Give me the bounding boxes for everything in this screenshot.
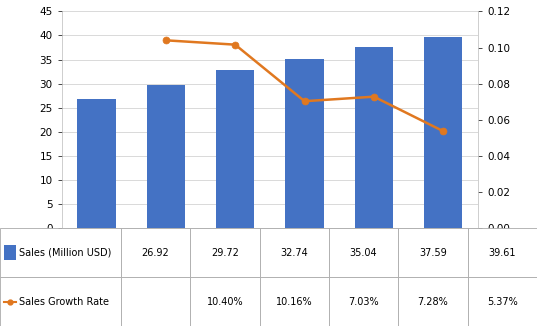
Bar: [468, 277, 537, 326]
Bar: [190, 277, 259, 326]
Bar: [190, 228, 259, 277]
Bar: [398, 228, 468, 277]
Text: 29.72: 29.72: [211, 248, 239, 258]
Text: 10.16%: 10.16%: [276, 297, 313, 306]
Text: 26.92: 26.92: [142, 248, 169, 258]
Text: 10.40%: 10.40%: [207, 297, 243, 306]
Bar: [468, 228, 537, 277]
Text: 39.61: 39.61: [489, 248, 516, 258]
Bar: [329, 228, 398, 277]
Text: Sales Growth Rate: Sales Growth Rate: [19, 297, 110, 306]
Bar: [216, 70, 254, 228]
Bar: [0, 277, 121, 326]
Bar: [398, 277, 468, 326]
Bar: [329, 277, 398, 326]
Text: Sales (Million USD): Sales (Million USD): [19, 248, 112, 258]
Bar: [147, 85, 185, 228]
Bar: [355, 47, 393, 228]
Bar: [259, 277, 329, 326]
Bar: [424, 37, 462, 228]
Text: 37.59: 37.59: [419, 248, 447, 258]
Text: 5.37%: 5.37%: [487, 297, 518, 306]
Bar: [4, 245, 16, 260]
Bar: [0, 228, 121, 277]
Text: 35.04: 35.04: [350, 248, 378, 258]
Bar: [259, 228, 329, 277]
Bar: [286, 59, 324, 228]
Text: 7.28%: 7.28%: [418, 297, 448, 306]
Bar: [121, 277, 190, 326]
Text: 7.03%: 7.03%: [349, 297, 379, 306]
Text: 32.74: 32.74: [280, 248, 308, 258]
Bar: [121, 228, 190, 277]
Bar: [77, 98, 115, 228]
